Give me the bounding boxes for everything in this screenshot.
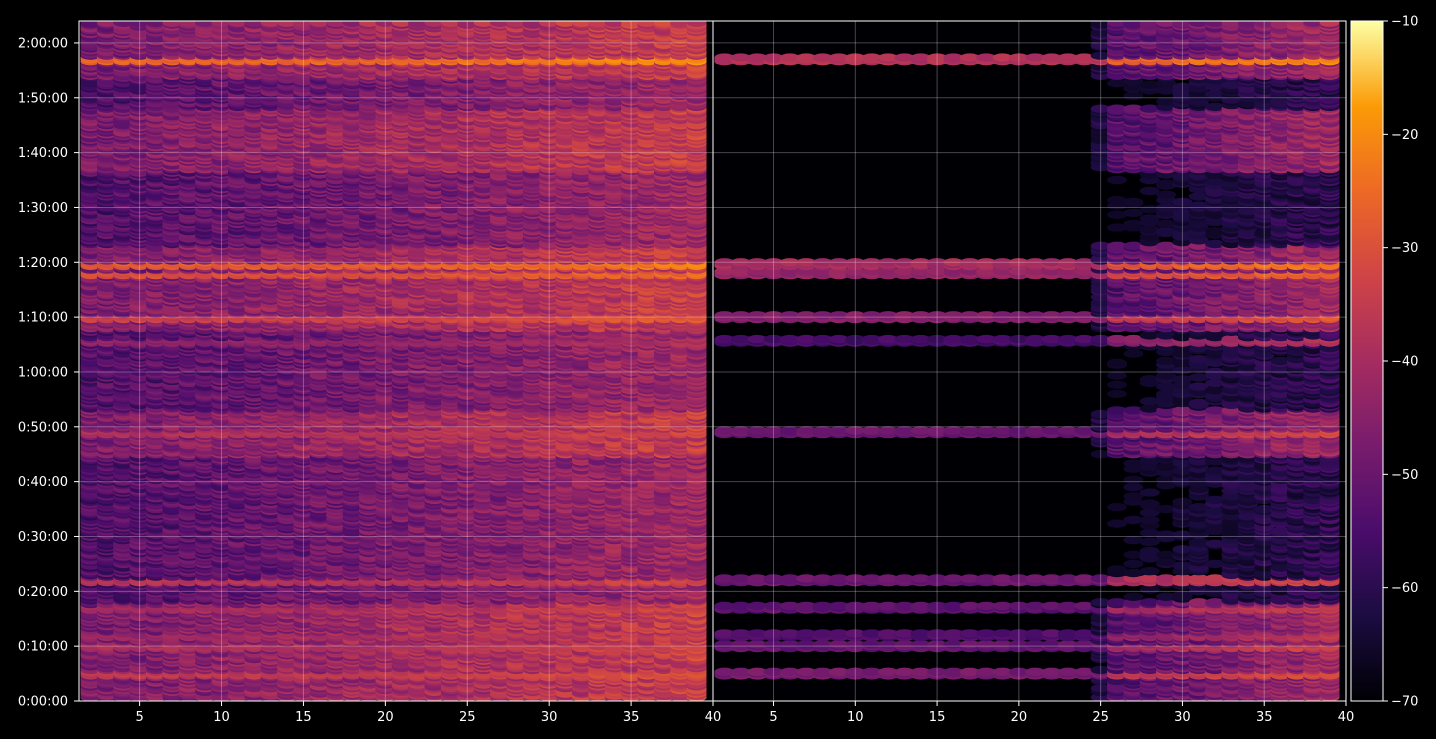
heatmap-cell <box>80 21 101 27</box>
left-panel <box>79 21 713 701</box>
left-heatmap-cells <box>80 21 707 701</box>
heatmap-cell <box>96 21 117 27</box>
heatmap-cell <box>113 21 134 27</box>
